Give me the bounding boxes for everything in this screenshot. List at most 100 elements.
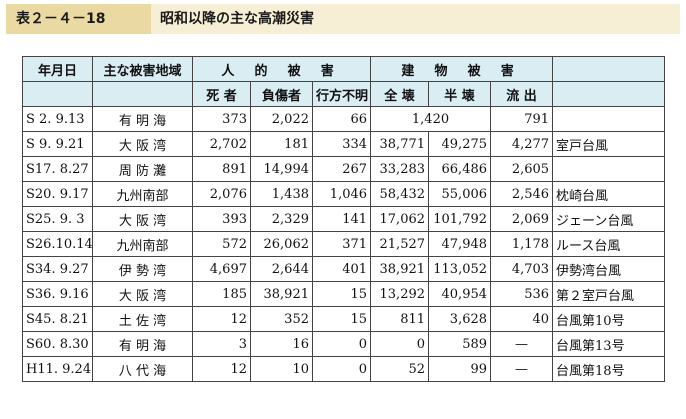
cell-note: 台風第18号	[552, 356, 666, 382]
cell-half: 113,052	[428, 256, 492, 282]
header-half-destroyed: 半 壊	[428, 81, 492, 107]
cell-total-half-merged: 1,420	[370, 106, 492, 132]
cell-date: H11. 9.24	[22, 356, 93, 382]
cell-total: 0	[370, 331, 430, 357]
cell-date: S34. 9.27	[22, 256, 93, 282]
cell-note: ジェーン台風	[552, 206, 666, 232]
cell-date: S20. 9.17	[22, 181, 93, 207]
cell-area: 九州南部	[92, 231, 193, 257]
cell-note: 台風第10号	[552, 306, 666, 332]
cell-half: 49,275	[428, 131, 492, 157]
cell-date: S 2. 9.13	[22, 106, 93, 132]
cell-note: 伊勢湾台風	[552, 256, 666, 282]
cell-total: 52	[370, 356, 430, 382]
cell-total: 811	[370, 306, 430, 332]
cell-total: 38,771	[370, 131, 430, 157]
header-missing: 行方不明	[311, 81, 372, 107]
cell-date: S60. 8.30	[22, 331, 93, 357]
cell-missing: 15	[311, 306, 372, 332]
table-container: 年月日 主な被害地域 人 的 被 害 建 物 被 害 死 者 負傷者 行方不明 …	[22, 56, 666, 382]
cell-total: 21,527	[370, 231, 430, 257]
cell-dead: 2,702	[192, 131, 251, 157]
cell-injured: 38,921	[250, 281, 313, 307]
cell-missing: 267	[311, 156, 372, 182]
cell-washed: 2,069	[490, 206, 554, 232]
table-header: 年月日 主な被害地域 人 的 被 害 建 物 被 害 死 者 負傷者 行方不明 …	[22, 56, 666, 107]
cell-area: 大 阪 湾	[92, 281, 193, 307]
cell-missing: 0	[311, 331, 372, 357]
title-bar: 表２－４－18 昭和以降の主な高潮災害	[6, 4, 680, 34]
cell-missing: 334	[311, 131, 372, 157]
cell-missing: 401	[311, 256, 372, 282]
header-date-blank	[22, 81, 93, 107]
header-row-2: 死 者 負傷者 行方不明 全 壊 半 壊 流 出	[22, 81, 666, 107]
cell-dead: 3	[192, 331, 251, 357]
cell-dead: 4,697	[192, 256, 251, 282]
cell-washed: 2,605	[490, 156, 554, 182]
cell-note	[552, 156, 666, 182]
cell-dead: 393	[192, 206, 251, 232]
cell-total: 38,921	[370, 256, 430, 282]
cell-missing: 1,046	[311, 181, 372, 207]
cell-date: S17. 8.27	[22, 156, 93, 182]
cell-note: 枕崎台風	[552, 181, 666, 207]
cell-injured: 16	[250, 331, 313, 357]
table-row: S60. 8.30 有 明 海 3 16 0 0 589 — 台風第13号	[22, 331, 666, 357]
header-total-destroyed: 全 壊	[370, 81, 430, 107]
cell-dead: 12	[192, 306, 251, 332]
cell-area: 周 防 灘	[92, 156, 193, 182]
table-row: S 2. 9.13 有 明 海 373 2,022 66 1,420 791	[22, 106, 666, 132]
cell-half: 101,792	[428, 206, 492, 232]
table-row: S17. 8.27 周 防 灘 891 14,994 267 33,283 66…	[22, 156, 666, 182]
cell-dead: 373	[192, 106, 251, 132]
table-row: S36. 9.16 大 阪 湾 185 38,921 15 13,292 40,…	[22, 281, 666, 307]
cell-half: 99	[428, 356, 492, 382]
header-date: 年月日	[22, 56, 93, 82]
cell-half: 40,954	[428, 281, 492, 307]
table-row: S45. 8.21 土 佐 湾 12 352 15 811 3,628 40 台…	[22, 306, 666, 332]
cell-total: 58,432	[370, 181, 430, 207]
cell-washed: 4,277	[490, 131, 554, 157]
table-row: S20. 9.17 九州南部 2,076 1,438 1,046 58,432 …	[22, 181, 666, 207]
cell-missing: 141	[311, 206, 372, 232]
cell-washed: 2,546	[490, 181, 554, 207]
header-washed-away: 流 出	[490, 81, 554, 107]
cell-date: S26.10.14	[22, 231, 93, 257]
header-injured: 負傷者	[250, 81, 313, 107]
cell-injured: 2,644	[250, 256, 313, 282]
table-title: 昭和以降の主な高潮災害	[160, 11, 314, 27]
cell-date: S45. 8.21	[22, 306, 93, 332]
cell-half: 589	[428, 331, 492, 357]
cell-half: 47,948	[428, 231, 492, 257]
cell-dead: 891	[192, 156, 251, 182]
header-human-damage: 人 的 被 害	[191, 56, 372, 82]
table-row: H11. 9.24 八 代 海 12 10 0 52 99 — 台風第18号	[22, 356, 666, 382]
cell-dead: 572	[192, 231, 251, 257]
cell-washed: 791	[490, 106, 554, 132]
header-area-blank	[92, 81, 193, 107]
cell-total: 13,292	[370, 281, 430, 307]
cell-dead: 2,076	[192, 181, 251, 207]
cell-area: 伊 勢 湾	[92, 256, 193, 282]
cell-area: 大 阪 湾	[92, 131, 193, 157]
cell-injured: 352	[250, 306, 313, 332]
cell-missing: 15	[311, 281, 372, 307]
cell-date: S25. 9. 3	[22, 206, 93, 232]
header-dead: 死 者	[192, 81, 251, 107]
cell-washed: —	[490, 331, 554, 357]
cell-note: 台風第13号	[552, 331, 666, 357]
cell-injured: 26,062	[250, 231, 313, 257]
cell-area: 土 佐 湾	[92, 306, 193, 332]
table-row: S26.10.14 九州南部 572 26,062 371 21,527 47,…	[22, 231, 666, 257]
cell-area: 有 明 海	[92, 331, 193, 357]
cell-total: 33,283	[370, 156, 430, 182]
cell-washed: 40	[490, 306, 554, 332]
storm-surge-disaster-table: 年月日 主な被害地域 人 的 被 害 建 物 被 害 死 者 負傷者 行方不明 …	[22, 56, 666, 382]
cell-note: 室戸台風	[552, 131, 666, 157]
cell-half: 66,486	[428, 156, 492, 182]
cell-dead: 185	[192, 281, 251, 307]
cell-injured: 181	[250, 131, 313, 157]
cell-missing: 66	[311, 106, 372, 132]
header-building-damage: 建 物 被 害	[370, 56, 554, 82]
table-number-label: 表２－４－18	[6, 4, 151, 34]
